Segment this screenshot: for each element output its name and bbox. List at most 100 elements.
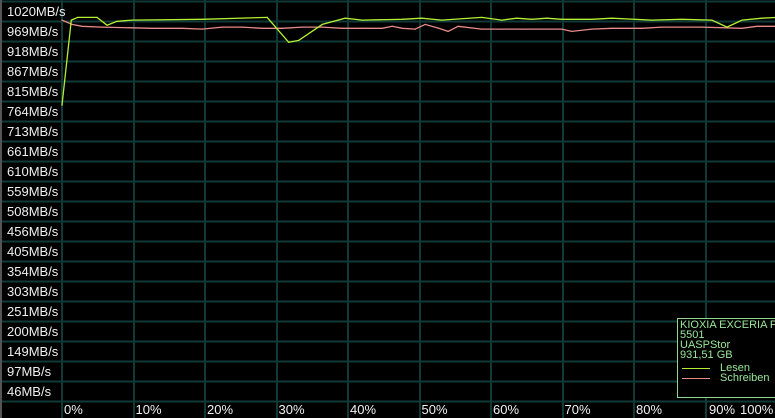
data-point-lesen <box>131 19 133 21</box>
data-point-schreiben <box>101 26 103 28</box>
y-tick-label: 149MB/s <box>7 344 59 359</box>
data-point-lesen <box>561 18 563 20</box>
data-point-lesen <box>106 24 108 26</box>
y-tick-label: 867MB/s <box>7 64 59 79</box>
x-tick-label: 90% <box>709 402 735 417</box>
legend: KIOXIA EXCERIA PLUS 5501 UASPStor 931,51… <box>677 318 775 398</box>
data-point-schreiben <box>561 28 563 30</box>
data-point-schreiben <box>701 26 703 28</box>
data-point-lesen <box>531 18 533 20</box>
y-tick-label: 97MB/s <box>7 364 52 379</box>
data-point-schreiben <box>521 28 523 30</box>
data-point-schreiben <box>341 27 343 29</box>
x-tick-label: 40% <box>350 402 376 417</box>
data-point-lesen <box>77 16 79 18</box>
data-point-lesen <box>344 17 346 19</box>
y-tick-label: 354MB/s <box>7 264 59 279</box>
y-tick-label: 661MB/s <box>7 144 59 159</box>
y-tick-label: 456MB/s <box>7 224 59 239</box>
data-point-schreiben <box>447 30 449 33</box>
legend-firmware: 5501 <box>680 329 705 341</box>
y-tick-label: 251MB/s <box>7 304 59 319</box>
data-point-schreiben <box>361 27 363 29</box>
data-point-schreiben <box>61 19 63 21</box>
data-point-schreiben <box>301 26 303 28</box>
data-point-lesen <box>726 26 728 28</box>
data-point-schreiben <box>391 25 393 27</box>
data-point-schreiben <box>756 25 758 27</box>
x-tick-label: 60% <box>493 402 519 417</box>
data-point-schreiben <box>481 28 483 30</box>
data-point-schreiben <box>151 27 153 29</box>
legend-read-label: Lesen <box>720 362 750 374</box>
x-tick-label: 100% <box>740 402 774 417</box>
data-point-schreiben <box>571 30 573 33</box>
data-point-schreiben <box>741 27 743 29</box>
data-point-schreiben <box>201 28 203 30</box>
x-tick-label: 10% <box>136 402 162 417</box>
legend-read-swatch <box>682 368 710 369</box>
x-tick-label: 30% <box>279 402 305 417</box>
data-point-schreiben <box>414 28 416 30</box>
y-tick-label: 200MB/s <box>7 324 59 339</box>
data-point-lesen <box>61 104 63 106</box>
legend-device-name: KIOXIA EXCERIA PLUS <box>680 319 775 331</box>
series-line-lesen <box>61 16 775 106</box>
data-point-schreiben <box>661 26 663 28</box>
data-point-lesen <box>321 23 323 25</box>
data-point-lesen <box>761 17 763 19</box>
data-point-lesen <box>481 16 483 18</box>
data-point-lesen <box>421 17 423 19</box>
data-point-schreiben <box>401 27 403 29</box>
legend-capacity: 931,51 GB <box>680 349 733 361</box>
legend-write: Schreiben <box>680 373 775 383</box>
y-tick-label: 303MB/s <box>7 284 59 299</box>
x-tick-label: 0% <box>64 402 83 417</box>
y-tick-label: 508MB/s <box>7 204 59 219</box>
data-point-lesen <box>116 20 118 22</box>
data-point-lesen <box>361 19 363 21</box>
data-point-schreiben <box>641 27 643 29</box>
data-point-schreiben <box>281 27 283 29</box>
y-tick-label: 764MB/s <box>7 104 59 119</box>
y-tick-label: 969MB/s <box>7 24 59 39</box>
data-point-schreiben <box>438 27 440 29</box>
data-point-lesen <box>591 18 593 20</box>
data-point-lesen <box>501 19 503 21</box>
y-tick-label: 918MB/s <box>7 44 59 59</box>
data-point-schreiben <box>81 25 83 27</box>
x-tick-label: 50% <box>422 402 448 417</box>
data-point-lesen <box>681 18 683 20</box>
data-point-lesen <box>288 41 290 43</box>
legend-write-label: Schreiben <box>720 372 770 384</box>
data-point-lesen <box>611 17 613 19</box>
data-point-lesen <box>96 16 98 18</box>
data-point-lesen <box>298 39 300 41</box>
data-point-lesen <box>741 19 743 21</box>
legend-write-swatch <box>682 378 710 379</box>
data-point-schreiben <box>381 27 383 29</box>
data-point-schreiben <box>321 26 323 28</box>
y-tick-label: 713MB/s <box>7 124 59 139</box>
data-point-lesen <box>651 19 653 21</box>
data-point-lesen <box>711 19 713 21</box>
data-point-schreiben <box>424 23 426 25</box>
legend-driver: UASPStor <box>680 339 731 351</box>
y-tick-label: 46MB/s <box>7 384 52 399</box>
y-tick-label: 405MB/s <box>7 244 59 259</box>
x-tick-label: 80% <box>636 402 662 417</box>
data-point-lesen <box>266 16 268 18</box>
y-tick-label: 610MB/s <box>7 164 59 179</box>
data-point-lesen <box>201 18 203 20</box>
y-tick-label: 1020MB/s <box>7 4 66 19</box>
y-tick-label: 815MB/s <box>7 84 59 99</box>
data-point-schreiben <box>261 27 263 29</box>
data-point-lesen <box>546 17 548 19</box>
data-point-lesen <box>401 18 403 20</box>
data-point-schreiben <box>241 26 243 28</box>
data-point-lesen <box>516 17 518 19</box>
data-point-lesen <box>441 19 443 21</box>
y-tick-label: 559MB/s <box>7 184 59 199</box>
